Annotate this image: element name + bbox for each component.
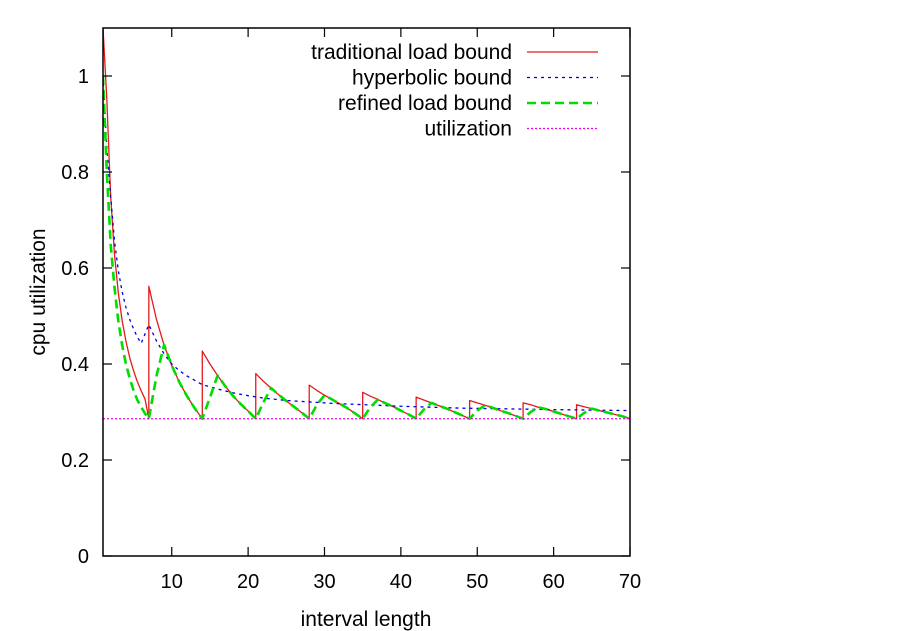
y-tick-label: 0.2 [61,450,89,472]
x-tick-label: 70 [619,571,641,593]
y-tick-label: 0.6 [61,258,89,280]
y-axis-label: cpu utilization [27,228,50,355]
series-hyperbolic-bound [103,75,630,412]
plot-frame [102,27,631,557]
y-tick-label: 0.8 [61,162,89,184]
legend: traditional load bound hyperbolic boundre… [311,41,598,141]
x-tick-label: 10 [161,571,183,593]
legend-label-hyperbolic-bound: hyperbolic bound [352,67,512,90]
x-tick-label: 60 [542,571,564,593]
tick-layer: 10 20 30 40 50 60 70 0 0.2 0.4 0.6 0.8 1 [61,28,641,593]
x-tick-label: 20 [237,571,259,593]
x-axis-label: interval length [301,608,432,631]
y-tick-label: 1 [78,66,89,88]
legend-label-refined-load-bound: refined load bound [338,92,512,115]
legend-label-utilization: utilization [424,118,512,141]
x-tick-label: 30 [313,571,335,593]
series-layer [103,28,630,421]
legend-label-traditional-load-bound: traditional load bound [311,41,512,64]
y-tick-label: 0 [78,546,89,568]
x-tick-label: 50 [466,571,488,593]
x-tick-label: 40 [390,571,412,593]
series-refined-load-bound [103,75,630,421]
y-tick-label: 0.4 [61,354,89,376]
